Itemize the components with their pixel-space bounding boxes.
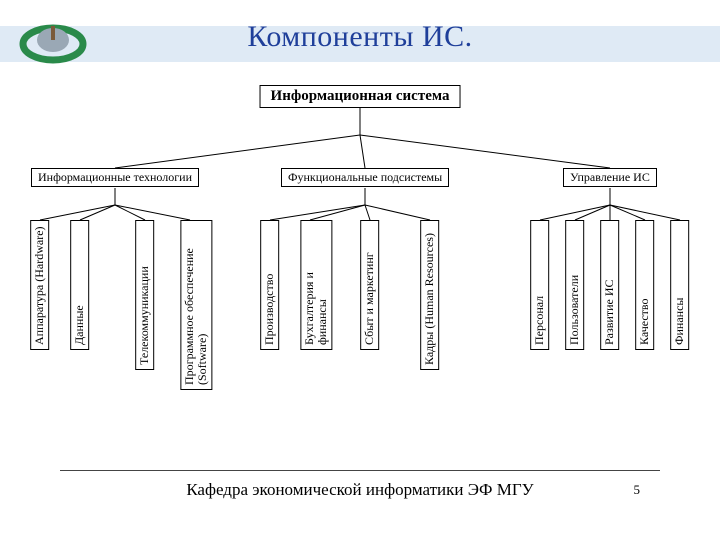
leaf-node: Пользователи [565, 220, 584, 350]
leaf-node: Кадры (Human Resources) [420, 220, 439, 370]
leaf-node: Данные [70, 220, 89, 350]
page-number: 5 [634, 482, 641, 498]
footer-rule [60, 470, 660, 471]
leaf-node: Программное обеспечение (Software) [180, 220, 212, 390]
page-title: Компоненты ИС. [0, 20, 720, 54]
mid-node: Управление ИС [563, 168, 657, 187]
mid-node: Функциональные подсистемы [281, 168, 449, 187]
leaf-node: Развитие ИС [600, 220, 619, 350]
footer-text: Кафедра экономической информатики ЭФ МГУ [0, 480, 720, 500]
leaf-node: Бухгалтерия и финансы [300, 220, 332, 350]
leaf-node: Персонал [530, 220, 549, 350]
root-node: Информационная система [260, 85, 461, 108]
mid-node: Информационные технологии [31, 168, 199, 187]
leaf-node: Производство [260, 220, 279, 350]
leaf-node: Аппаратура (Hardware) [30, 220, 49, 350]
leaf-node: Финансы [670, 220, 689, 350]
leaf-node: Телекоммуникации [135, 220, 154, 370]
leaf-node: Сбыт и маркетинг [360, 220, 379, 350]
leaf-node: Качество [635, 220, 654, 350]
